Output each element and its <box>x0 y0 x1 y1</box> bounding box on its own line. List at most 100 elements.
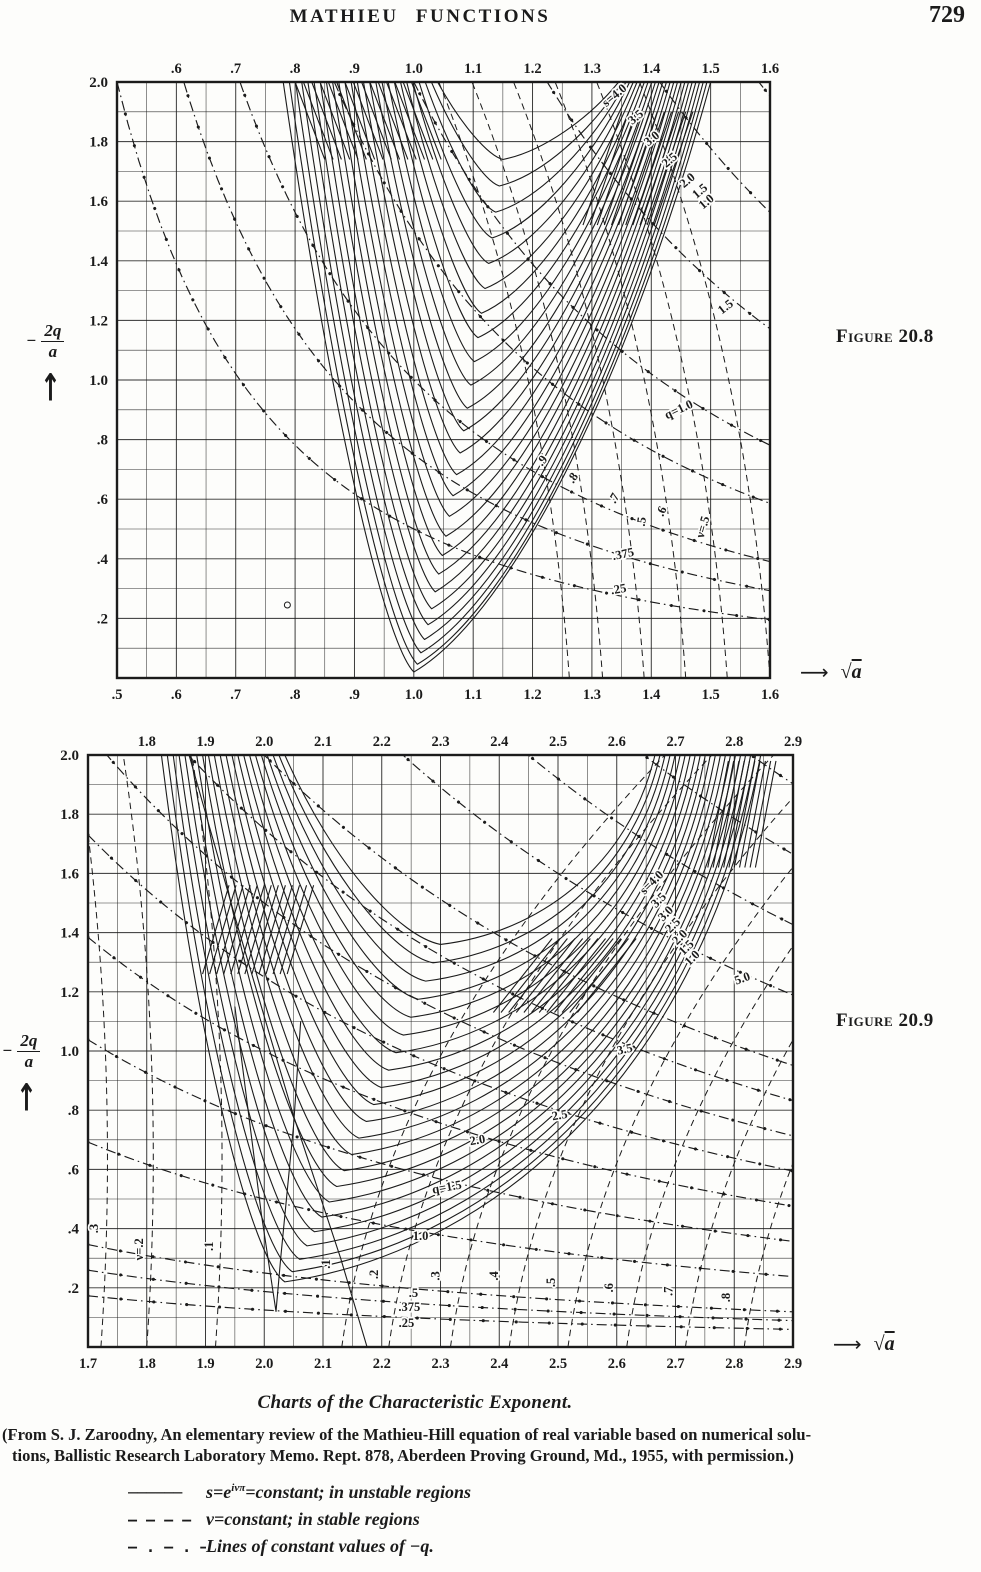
nu-constant-curves <box>283 82 770 678</box>
svg-text:2.0: 2.0 <box>255 1356 273 1372</box>
fraction-denominator: a <box>48 341 58 361</box>
svg-text:2.8: 2.8 <box>725 734 743 750</box>
svg-text:1.2: 1.2 <box>523 687 541 703</box>
svg-text:2.6: 2.6 <box>608 734 626 750</box>
svg-text:1.6: 1.6 <box>89 194 108 210</box>
svg-text:1.0: 1.0 <box>405 61 423 77</box>
minus-sign: − <box>2 1041 13 1061</box>
svg-text:ν=.2: ν=.2 <box>132 1238 146 1261</box>
svg-text:.5: .5 <box>112 687 123 703</box>
legend-item-nu-constant: – – – – ν=constant; in stable regions <box>128 1508 471 1531</box>
minus-2q-over-a-label: − 2q a <box>2 1032 41 1071</box>
svg-text:.375: .375 <box>611 545 635 563</box>
svg-text:1.1: 1.1 <box>464 61 482 77</box>
svg-text:.7: .7 <box>230 687 241 703</box>
svg-text:1.0: 1.0 <box>89 373 108 389</box>
svg-text:2.5: 2.5 <box>549 734 567 750</box>
svg-text:1.5: 1.5 <box>702 61 720 77</box>
svg-text:2.9: 2.9 <box>784 1356 802 1372</box>
sqrt-a-label: √a <box>840 660 862 683</box>
fraction-numerator: 2q <box>41 322 65 342</box>
nu-constant-curves <box>88 755 793 1347</box>
svg-text:2.3: 2.3 <box>431 734 449 750</box>
svg-text:1.0: 1.0 <box>60 1044 79 1060</box>
axis-tick-labels: .6 .7 .8 .9 1.0 1.1 1.2 1.3 1.4 1.5 1.6 .5 .6 .7 .8 .9 1… <box>89 61 779 703</box>
attribution: (From S. J. Zaroodny, An elementary revi… <box>2 1424 978 1466</box>
svg-text:.2: .2 <box>367 1270 381 1279</box>
svg-text:1.4: 1.4 <box>60 926 79 942</box>
sqrt-a-label: √a <box>873 1332 895 1355</box>
svg-text:2.0: 2.0 <box>89 75 108 91</box>
svg-text:1.8: 1.8 <box>89 135 108 151</box>
minus-sign: − <box>26 331 37 351</box>
charts-caption: Charts of the Characteristic Exponent. <box>257 1392 573 1413</box>
svg-text:2.4: 2.4 <box>490 734 508 750</box>
svg-text:.4: .4 <box>487 1271 501 1281</box>
svg-text:.3: .3 <box>87 1224 101 1233</box>
svg-text:.4: .4 <box>97 552 109 568</box>
page-title: MATHIEU FUNCTIONS <box>289 6 551 27</box>
constant-q-lines <box>88 755 793 1331</box>
svg-text:.8: .8 <box>719 1293 733 1302</box>
svg-text:.6: .6 <box>68 1162 80 1178</box>
svg-text:2.0: 2.0 <box>255 734 273 750</box>
svg-text:.9: .9 <box>534 452 551 468</box>
svg-text:2.6: 2.6 <box>608 1356 626 1372</box>
dashdot-line-swatch: – . – . – <box>128 1538 206 1556</box>
svg-text:.6: .6 <box>653 504 670 518</box>
svg-text:1.2: 1.2 <box>89 313 108 329</box>
svg-text:1.6: 1.6 <box>761 687 779 703</box>
svg-text:1.3: 1.3 <box>583 687 601 703</box>
svg-text:.5: .5 <box>544 1278 558 1287</box>
svg-text:.375: .375 <box>398 1300 420 1314</box>
svg-text:1.7: 1.7 <box>79 1356 97 1372</box>
svg-text:1.2: 1.2 <box>523 61 541 77</box>
svg-text:.5: .5 <box>409 1286 418 1300</box>
svg-text:.6: .6 <box>171 61 182 77</box>
axis-tick-labels: 1.8 1.9 2.0 2.1 2.2 2.3 2.4 2.5 2.6 2.7 2.8 2.9 1.7 1… <box>60 734 802 1372</box>
svg-text:2.5: 2.5 <box>551 1107 569 1124</box>
svg-text:1.6: 1.6 <box>761 61 779 77</box>
right-arrow-icon: ⟶ <box>833 1332 862 1356</box>
svg-text:.8: .8 <box>97 433 108 449</box>
page-number: 729 <box>929 2 965 28</box>
curve-labels: s=4.03.53.02.52.01.51.05.03.52.52.0q=1.5… <box>85 866 754 1332</box>
y-axis-label-fig-20-8: − 2q a ↑ <box>26 322 65 409</box>
svg-text:1.4: 1.4 <box>642 61 660 77</box>
figure-20-9-chart: s=4.03.53.02.52.01.51.05.03.52.52.0q=1.5… <box>60 734 802 1372</box>
svg-text:3.5: 3.5 <box>616 1041 634 1058</box>
svg-text:.6: .6 <box>171 687 182 703</box>
svg-text:2.7: 2.7 <box>666 1356 684 1372</box>
minus-2q-over-a-label: − 2q a <box>26 322 65 361</box>
svg-text:.1: .1 <box>319 1259 333 1268</box>
svg-text:.4: .4 <box>68 1222 80 1238</box>
legend-item-s-constant: ────── s=eiνπ=constant; in unstable regi… <box>128 1477 471 1504</box>
svg-text:2.4: 2.4 <box>490 1356 508 1372</box>
svg-text:2.2: 2.2 <box>373 1356 391 1372</box>
svg-text:.2: .2 <box>97 611 108 627</box>
s-constant-curves <box>160 755 762 1347</box>
svg-text:.8: .8 <box>290 61 301 77</box>
svg-text:.9: .9 <box>349 61 360 77</box>
legend-item-constant-q: – . – . – Lines of constant values of −q… <box>128 1535 471 1558</box>
svg-text:.7: .7 <box>230 61 241 77</box>
svg-text:1.4: 1.4 <box>89 254 108 270</box>
svg-text:ν=.5: ν=.5 <box>693 514 713 540</box>
svg-text:1.5: 1.5 <box>702 687 720 703</box>
svg-text:.3: .3 <box>428 1271 442 1280</box>
svg-text:.1: .1 <box>202 1242 216 1251</box>
figure-20-8-chart: s=4.03.53.02.52.01.51.01.5q=1.0.9.8.7.6.… <box>89 61 779 703</box>
svg-text:1.8: 1.8 <box>138 734 156 750</box>
svg-text:2.1: 2.1 <box>314 1356 332 1372</box>
fraction-denominator: a <box>24 1051 34 1071</box>
figure-20-8-caption: Figure 20.8 <box>836 326 934 347</box>
svg-text:1.3: 1.3 <box>583 61 601 77</box>
svg-text:.8: .8 <box>68 1103 79 1119</box>
svg-text:q=1.0: q=1.0 <box>662 397 695 422</box>
svg-text:2.7: 2.7 <box>666 734 684 750</box>
svg-text:.6: .6 <box>602 1283 616 1292</box>
svg-text:.2: .2 <box>68 1281 79 1297</box>
s-constant-curves <box>282 82 712 673</box>
solid-line-swatch: ────── <box>128 1484 183 1502</box>
